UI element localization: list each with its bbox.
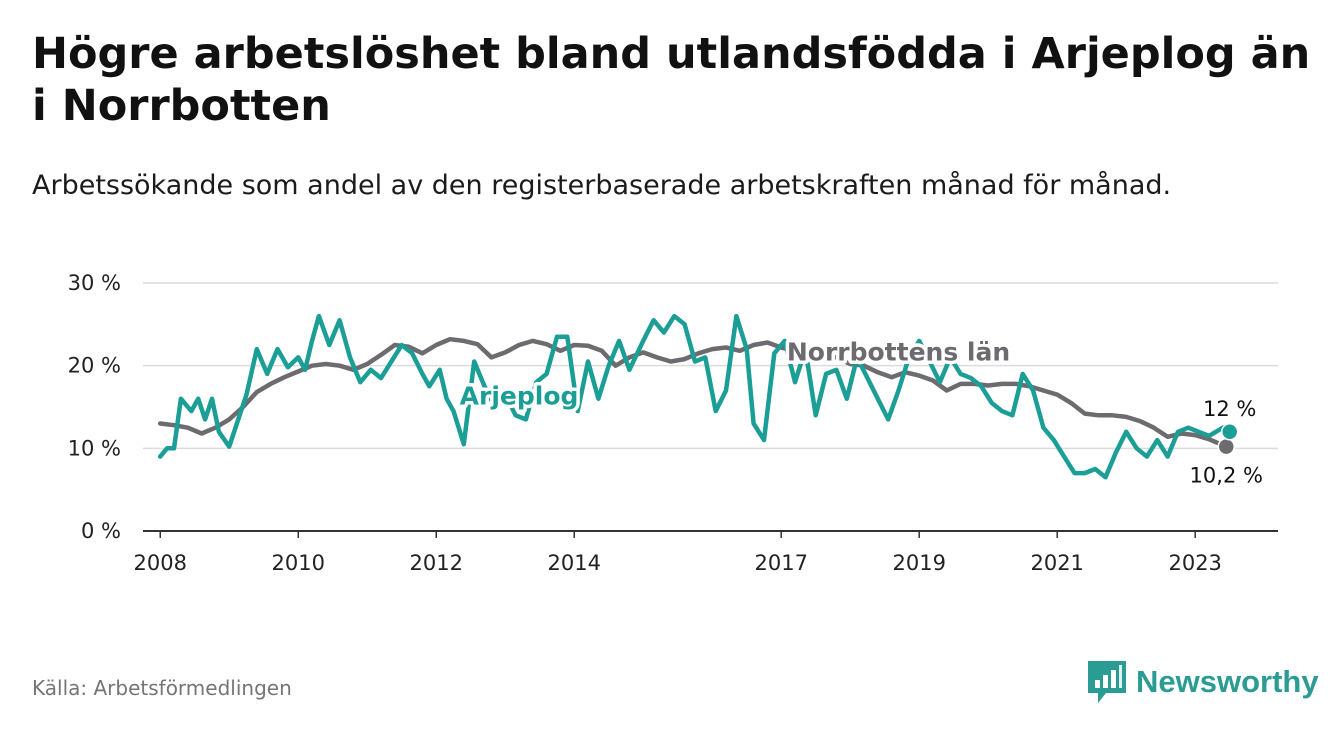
y-tick-label: 0 % [81,519,121,543]
x-tick-label: 2023 [1168,551,1221,575]
chart-title: Högre arbetslöshet bland utlandsfödda i … [32,29,1311,131]
x-tick-label: 2014 [548,551,601,575]
x-tick-label: 2012 [410,551,463,575]
series-label: Arjeplog [460,382,579,411]
bar-chart-logo-icon [1088,661,1126,703]
series-line-1 [157,313,1232,480]
end-value-label: 10,2 % [1190,464,1263,488]
y-axis-ticks: 0 % 10 % 20 % 30 % [68,271,121,543]
brand-name: Newsworthy [1136,664,1319,699]
x-tick-label: 2017 [754,551,807,575]
y-tick-label: 20 % [68,354,121,378]
series-labels: Arjeplog Norrbottens län [456,334,1014,414]
end-markers: 10,2 % 12 % [1190,397,1263,488]
y-tick-label: 10 % [68,436,121,460]
x-axis: 2008 2010 2012 2014 2017 2019 2021 2023 [134,530,1278,575]
x-tick-label: 2010 [272,551,325,575]
line-chart: 0 % 10 % 20 % 30 % 2008 2010 2012 2014 2017 2019… [68,271,1278,575]
end-point [1220,423,1239,441]
chart-subtitle: Arbetssökande som andel av den registerb… [32,170,1172,201]
x-tick-label: 2019 [892,551,945,575]
x-tick-label: 2021 [1030,551,1083,575]
source-note: Källa: Arbetsförmedlingen [32,676,292,700]
end-value-label: 12 % [1203,397,1256,421]
y-tick-label: 30 % [68,271,121,295]
x-tick-label: 2008 [134,551,187,575]
end-point [1217,437,1236,456]
series-lines [157,313,1232,480]
brand-logo: Newsworthy [1088,660,1319,704]
series-label: Norrbottens län [787,338,1010,367]
